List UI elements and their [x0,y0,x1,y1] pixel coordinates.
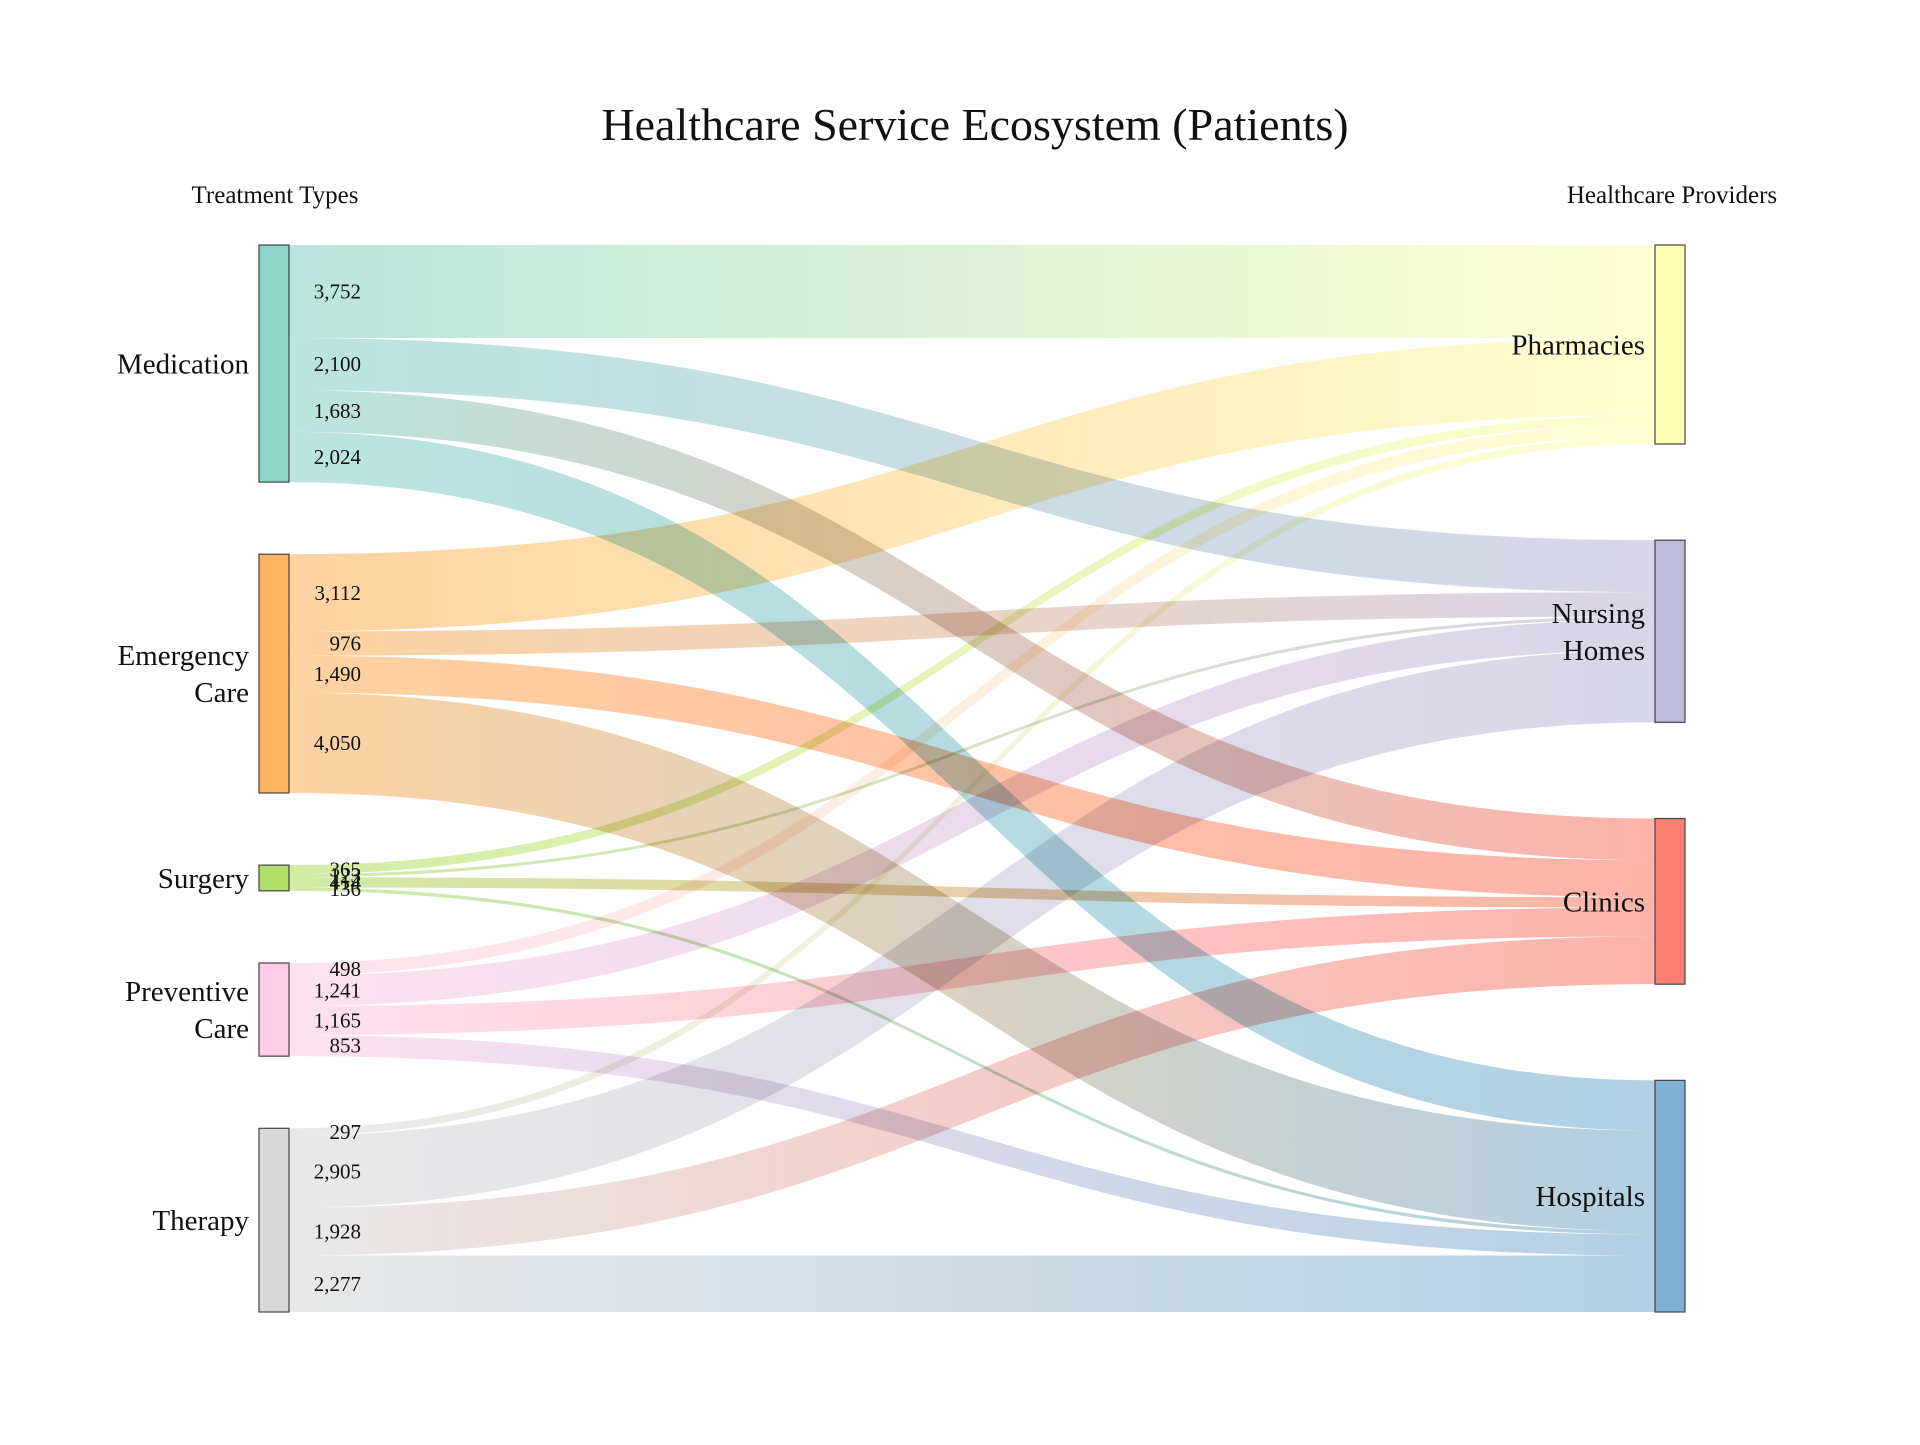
node-label-emergency-care: Care [194,677,249,709]
link-preventive-care-to-hospitals [289,1035,1655,1256]
link-value-label: 2,100 [314,352,361,376]
node-label-therapy: Therapy [152,1205,249,1237]
node-label-nursing-homes: Nursing [1552,598,1645,630]
node-label-preventive-care: Preventive [125,976,249,1008]
link-preventive-care-to-clinics [289,907,1655,1036]
node-label-pharmacies: Pharmacies [1511,329,1645,361]
link-value-label: 1,241 [314,979,361,1003]
link-value-label: 853 [330,1034,362,1058]
nodes-layer [258,244,1686,1313]
link-value-label: 498 [330,957,362,981]
link-emergency-care-to-nursing-homes [289,592,1655,656]
link-value-label: 1,165 [314,1009,361,1033]
link-emergency-care-to-pharmacies [289,338,1655,632]
node-label-surgery: Surgery [158,863,250,895]
labels-layer: 3,752 2,100 1,683 2,024 3,112 976 1,490 4,050 36… [117,280,1645,1296]
link-value-label: 2,024 [314,445,362,469]
link-value-label: 2,277 [314,1272,361,1296]
node-label-nursing-homes: Homes [1563,635,1645,667]
node-surgery [258,864,290,892]
node-medication [258,244,290,483]
links-layer [289,245,1655,1312]
link-surgery-to-pharmacies [289,415,1655,875]
link-preventive-care-to-nursing-homes [289,619,1655,1007]
link-surgery-to-nursing-homes [289,616,1655,878]
node-label-clinics: Clinics [1563,886,1645,918]
link-preventive-care-to-pharmacies [289,424,1655,976]
link-therapy-to-clinics [289,936,1655,1256]
node-label-hospitals: Hospitals [1535,1181,1645,1213]
node-clinics [1654,817,1686,985]
link-value-label: 136 [330,877,362,901]
node-pharmacies [1654,244,1686,445]
link-value-label: 3,112 [315,581,361,605]
link-value-label: 1,683 [314,399,361,423]
node-label-medication: Medication [117,349,250,381]
link-value-label: 976 [330,631,362,655]
node-therapy [258,1127,290,1313]
right-axis-header: Healthcare Providers [1567,182,1777,209]
link-value-label: 123 [330,864,362,888]
link-value-label: 414 [330,870,362,894]
link-value-label: 1,928 [314,1220,361,1244]
link-therapy-to-pharmacies [289,436,1655,1136]
left-axis-header: Treatment Types [192,182,359,209]
link-emergency-care-to-clinics [289,655,1655,898]
link-value-label: 297 [330,1120,362,1144]
link-therapy-to-hospitals [289,1255,1655,1312]
link-medication-to-pharmacies [289,245,1655,339]
node-emergency-care [258,553,290,794]
link-therapy-to-nursing-homes [289,650,1655,1208]
link-surgery-to-hospitals [289,887,1655,1235]
link-value-label: 365 [330,858,362,882]
link-value-label: 1,490 [314,662,361,686]
chart-title: Healthcare Service Ecosystem (Patients) [601,99,1348,150]
node-nursing-homes [1654,539,1686,723]
link-value-label: 4,050 [314,731,361,755]
link-value-label: 2,905 [314,1160,361,1184]
node-preventive-care [258,962,290,1057]
node-hospitals [1654,1079,1686,1313]
node-label-emergency-care: Emergency [117,640,249,672]
link-value-label: 3,752 [314,280,361,304]
node-label-preventive-care: Care [194,1013,249,1045]
link-surgery-to-clinics [289,877,1655,908]
